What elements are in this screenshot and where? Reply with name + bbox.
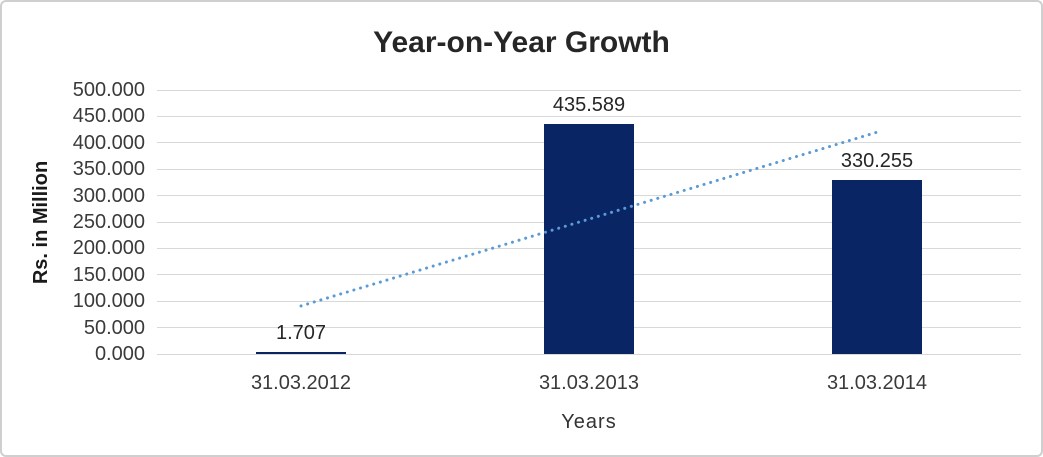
y-tick-label: 50.000 [83,316,145,339]
x-tick-label: 31.03.2014 [826,372,928,394]
y-tick-label: 0.000 [94,343,145,365]
bar-value-label: 435.589 [552,94,626,116]
y-tick-label: 300.000 [72,184,145,207]
bar-31.03.2013 [544,124,634,354]
y-tick-label: 250.000 [72,211,145,233]
bar-31.03.2012 [256,352,346,354]
chart-title: Year-on-Year Growth [373,26,670,59]
y-tick-label: 150.000 [72,263,145,286]
x-tick-label: 31.03.2013 [538,372,640,394]
gridline [157,115,1021,117]
y-tick-label: 500.000 [72,79,145,101]
bar-31.03.2014 [832,180,922,354]
y-tick-label: 350.000 [72,158,145,181]
gridline [157,353,1021,355]
y-tick-label: 400.000 [72,131,145,154]
plot-area: 1.707 435.589 330.255 [157,89,1021,355]
x-axis-title: Years [561,411,617,433]
y-tick-label: 200.000 [72,237,145,260]
y-tick-label: 100.000 [72,290,145,313]
bar-value-label: 1.707 [275,322,327,344]
gridline [157,89,1021,91]
bar-value-label: 330.255 [840,150,914,172]
y-tick-label: 450.000 [72,105,145,128]
trendline [299,130,879,308]
x-tick-label: 31.03.2012 [250,372,352,394]
